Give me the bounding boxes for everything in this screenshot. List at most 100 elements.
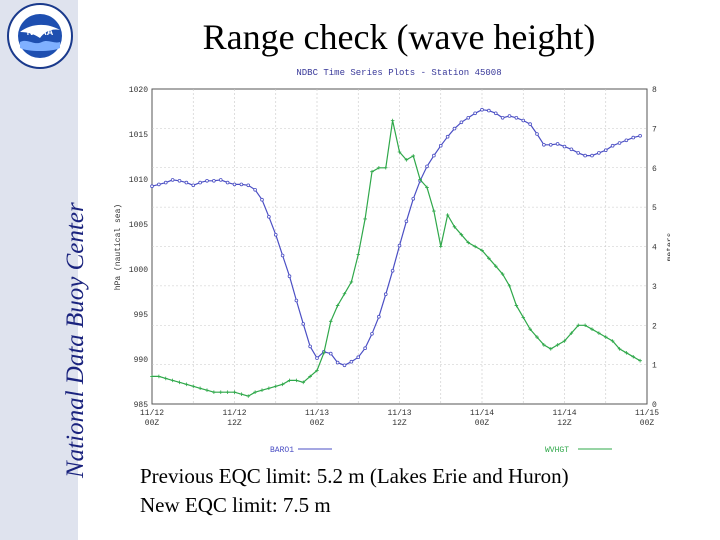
x-tick-date: 11/12	[140, 409, 164, 418]
point-baro1	[225, 180, 230, 185]
logo-bird-icon	[20, 24, 60, 38]
point-baro1	[397, 243, 402, 248]
point-baro1	[562, 144, 567, 149]
point-baro1	[212, 179, 216, 183]
point-baro1	[239, 182, 244, 187]
x-tick-time: 00Z	[640, 419, 655, 428]
point-baro1	[342, 363, 347, 368]
note-new-limit: New EQC limit: 7.5 m	[140, 493, 331, 517]
point-baro1	[493, 111, 498, 116]
point-baro1	[390, 269, 395, 273]
point-baro1	[218, 178, 223, 182]
right-tick-label: 2	[652, 322, 657, 331]
point-wvhgt	[590, 327, 594, 331]
x-tick-date: 11/13	[305, 409, 329, 418]
point-wvhgt	[356, 252, 361, 257]
point-wvhgt	[363, 217, 367, 221]
left-tick-label: 1010	[129, 176, 148, 185]
point-baro1	[280, 253, 285, 258]
point-baro1	[170, 178, 175, 182]
point-wvhgt	[212, 390, 216, 394]
point-baro1	[287, 274, 292, 279]
point-baro1	[205, 179, 209, 183]
point-baro1	[349, 359, 354, 364]
point-wvhgt	[150, 374, 154, 379]
x-tick-time: 00Z	[145, 419, 160, 428]
point-wvhgt	[542, 343, 546, 347]
point-wvhgt	[260, 388, 264, 393]
series-layer	[150, 107, 642, 398]
point-baro1	[535, 132, 539, 136]
point-baro1	[315, 356, 319, 360]
point-baro1	[377, 314, 381, 319]
point-wvhgt	[342, 291, 347, 296]
left-tick-label: 985	[134, 401, 149, 410]
point-baro1	[555, 142, 560, 146]
point-baro1	[273, 233, 278, 237]
point-baro1	[473, 111, 477, 116]
point-wvhgt	[280, 382, 285, 387]
point-baro1	[191, 183, 196, 188]
point-baro1	[253, 188, 257, 192]
left-tick-label: 1020	[129, 86, 148, 95]
point-baro1	[328, 351, 333, 356]
eqc-notes: Previous EQC limit: 5.2 m (Lakes Erie an…	[140, 462, 569, 520]
right-tick-label: 3	[652, 283, 657, 292]
point-wvhgt	[603, 335, 608, 339]
x-tick-date: 11/12	[222, 409, 246, 418]
point-baro1	[150, 184, 154, 188]
point-wvhgt	[377, 165, 381, 170]
point-baro1	[370, 331, 374, 336]
point-baro1	[452, 126, 457, 131]
point-baro1	[308, 344, 312, 349]
point-wvhgt	[459, 232, 464, 237]
x-tick-date: 11/13	[387, 409, 411, 418]
point-baro1	[232, 182, 237, 187]
point-baro1	[335, 360, 340, 365]
point-wvhgt	[521, 315, 526, 320]
sidebar-org-name: National Data Buoy Center	[62, 202, 89, 478]
point-wvhgt	[205, 388, 209, 393]
point-baro1	[631, 135, 636, 140]
point-baro1	[177, 179, 182, 183]
point-wvhgt	[225, 390, 230, 394]
point-baro1	[301, 322, 306, 326]
point-baro1	[583, 153, 587, 158]
point-wvhgt	[308, 374, 312, 379]
point-wvhgt	[617, 347, 622, 351]
point-wvhgt	[514, 303, 519, 308]
x-tick-date: 11/14	[470, 409, 494, 418]
point-wvhgt	[597, 331, 601, 335]
point-baro1	[514, 115, 519, 120]
point-baro1	[542, 143, 546, 147]
point-wvhgt	[569, 331, 574, 335]
point-wvhgt	[631, 354, 636, 359]
point-wvhgt	[493, 264, 498, 268]
point-wvhgt	[218, 390, 223, 394]
x-tick-time: 12Z	[227, 419, 242, 428]
point-baro1	[246, 183, 251, 188]
point-wvhgt	[487, 256, 491, 261]
point-wvhgt	[452, 225, 457, 229]
point-wvhgt	[638, 358, 642, 363]
point-baro1	[507, 114, 512, 118]
point-wvhgt	[287, 378, 292, 383]
point-baro1	[617, 141, 622, 145]
point-wvhgt	[507, 284, 512, 288]
point-baro1	[260, 197, 264, 202]
x-tick-time: 00Z	[310, 419, 325, 428]
right-tick-label: 0	[652, 401, 657, 410]
right-axis-ticks: 8 7 6 5 4 3 2 1 0	[652, 86, 657, 410]
point-wvhgt	[480, 248, 484, 253]
point-baro1	[294, 298, 299, 303]
point-baro1	[528, 122, 532, 126]
point-wvhgt	[157, 374, 161, 379]
point-wvhgt	[432, 209, 436, 213]
point-baro1	[569, 147, 574, 152]
x-axis-ticks: 11/1200Z11/1212Z11/1300Z11/1312Z11/1400Z…	[140, 409, 659, 428]
point-wvhgt	[273, 384, 278, 389]
point-baro1	[383, 292, 388, 297]
x-tick-time: 00Z	[475, 419, 490, 428]
point-baro1	[445, 134, 450, 139]
point-wvhgt	[473, 244, 477, 249]
